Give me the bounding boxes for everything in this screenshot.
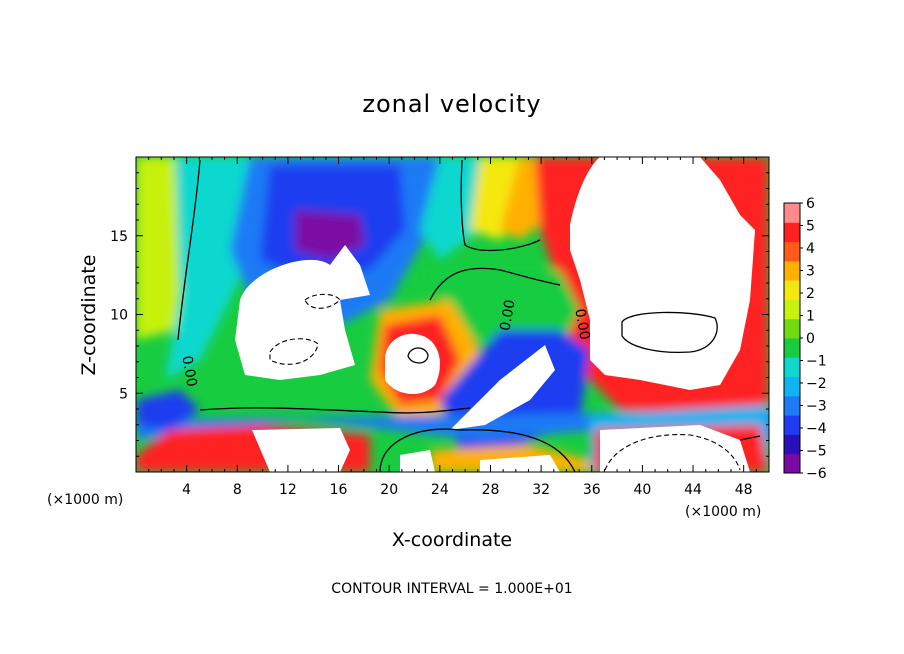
colorbar-label: −3: [806, 399, 827, 415]
saturated-region-diagonal: [450, 345, 555, 430]
contour-bottom-right-loop: [739, 435, 761, 441]
colorbar-label: 2: [806, 286, 815, 302]
colorbar-swatch: [784, 395, 800, 416]
x-unit-left: (×1000 m): [47, 492, 123, 508]
contour-label-middle: 0.00: [497, 299, 518, 332]
colorbar-swatch: [784, 203, 800, 223]
colorbar-swatch: [784, 299, 800, 320]
x-axis-label: X-coordinate: [392, 529, 512, 551]
colorbar-label: 1: [806, 309, 815, 325]
x-tick-label: 4: [182, 482, 191, 498]
colorbar-swatch: [784, 280, 800, 300]
colorbar-swatch: [784, 318, 800, 339]
saturated-region-bottom-right: [600, 425, 750, 472]
contour-zero-bottom: [379, 428, 576, 472]
contour-zero-upper: [460, 159, 541, 252]
contour-dashed-bottom: [604, 434, 741, 471]
colorbar-label: −2: [806, 376, 827, 392]
colorbar-label: 5: [806, 219, 815, 235]
colorbar-label: −6: [806, 466, 827, 482]
contour-dashed-left: [304, 293, 341, 309]
colorbar-label: 4: [806, 241, 815, 257]
contour-closed-core: [407, 347, 429, 364]
contour-label-right: 0.00: [571, 308, 592, 341]
field-region-left-blue-strip: [136, 390, 200, 430]
y-axis-label: Z-coordinate: [78, 255, 100, 376]
contour-label-left: 0.00: [178, 355, 199, 388]
colorbar-label: −5: [806, 444, 827, 460]
field-region-left-cyan: [165, 157, 260, 380]
chart-title: zonal velocity: [362, 90, 541, 118]
field-region-purple: [295, 210, 365, 260]
colorbar-swatch: [784, 260, 800, 281]
y-tick-label: 10: [110, 308, 128, 324]
contour-interval-note: CONTOUR INTERVAL = 1.000E+01: [331, 581, 572, 597]
x-tick-label: 44: [684, 482, 702, 498]
contour-dashed-lower-left: [269, 338, 319, 365]
saturated-region-bottom-mid: [400, 450, 435, 472]
contour-zero-middle: [429, 267, 561, 301]
x-tick-label: 40: [633, 482, 651, 498]
colorbar-swatch: [784, 453, 800, 474]
saturated-region-upper-right: [570, 157, 755, 390]
colorbar-swatch: [784, 376, 800, 397]
colorbar-label: 3: [806, 264, 815, 280]
colorbar-label: 0: [806, 331, 815, 347]
colorbar-swatch: [784, 338, 800, 358]
colorbar-swatch: [784, 357, 800, 378]
colorbar-label: −4: [806, 421, 827, 437]
x-tick-label: 16: [330, 482, 348, 498]
x-tick-label: 28: [482, 482, 500, 498]
colorbar-label: 6: [806, 196, 815, 212]
colorbar-swatch: [784, 434, 800, 455]
x-tick-label: 8: [233, 482, 242, 498]
saturated-region-bottom-center: [480, 455, 560, 472]
x-tick-label: 32: [532, 482, 550, 498]
y-tick-label: 5: [119, 386, 128, 402]
colorbar: 6 5 4 3 2 1 0 −1 −2 −3 −4 −5 −6: [783, 196, 827, 482]
contour-zero-left: [177, 159, 201, 341]
velocity-field: 0.00 0.00 0.00: [136, 157, 769, 472]
saturated-region-bottom-left: [252, 428, 350, 472]
colorbar-label: −1: [806, 354, 827, 370]
x-tick-label: 48: [735, 482, 753, 498]
contour-closed-right: [621, 311, 718, 354]
saturated-region-core: [385, 333, 440, 395]
x-tick-label: 36: [583, 482, 601, 498]
x-tick-label: 24: [431, 482, 449, 498]
colorbar-swatch: [784, 222, 800, 243]
y-tick-label: 15: [110, 229, 128, 245]
colorbar-swatch: [784, 241, 800, 262]
x-unit-right: (×1000 m): [685, 504, 761, 520]
x-tick-label: 12: [279, 482, 297, 498]
saturated-region-left: [235, 245, 370, 380]
contour-zero-lower: [199, 407, 471, 414]
x-tick-label: 20: [380, 482, 398, 498]
colorbar-swatch: [784, 415, 800, 435]
field-region-left-yellow: [136, 157, 185, 340]
